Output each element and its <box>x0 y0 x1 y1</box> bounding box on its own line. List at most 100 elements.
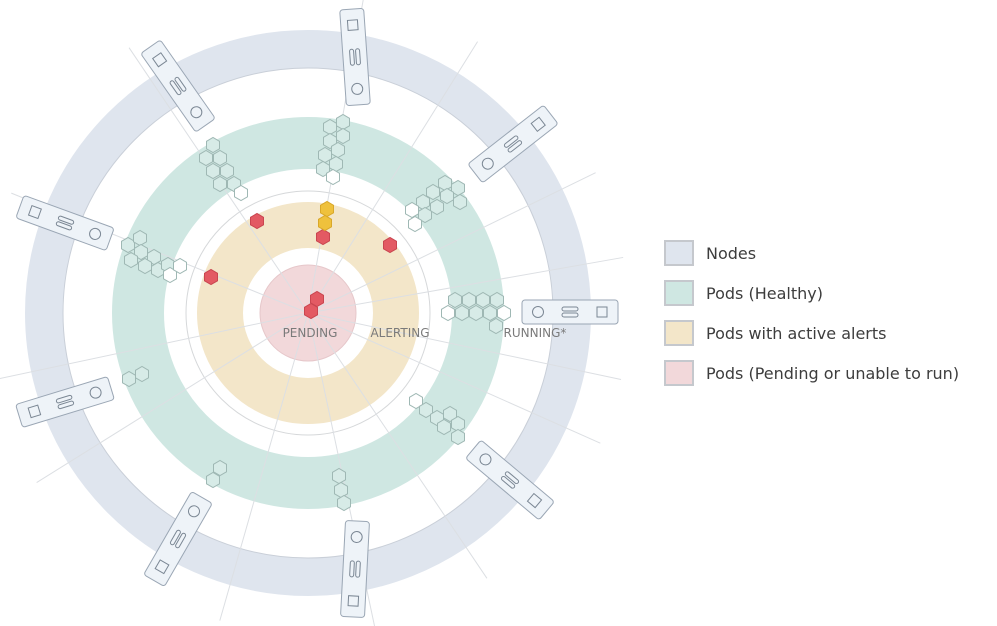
node-bar-icon <box>355 560 361 578</box>
healthy-pod-icon <box>476 291 490 309</box>
node-square-icon <box>27 205 42 220</box>
node-square-icon <box>151 52 168 68</box>
healthy-pod-icon <box>455 304 469 322</box>
node-status-icon <box>89 227 102 240</box>
healthy-pod-icon <box>206 162 220 180</box>
legend-item-nodes[interactable]: Nodes <box>664 237 959 269</box>
healthy-pod-icon <box>206 471 220 489</box>
healthy-pod-icon <box>440 187 454 205</box>
healthy-pod-icon <box>323 118 337 136</box>
node-card-body <box>141 40 215 132</box>
node-card-body <box>521 299 619 325</box>
healthy-pod-icon <box>329 155 343 173</box>
healthy-pod-icon <box>441 304 455 322</box>
healthy-pod-icon <box>138 257 152 275</box>
healthy-pod-icon <box>489 317 503 335</box>
node-card-icon <box>15 376 115 428</box>
ring-label-alerting: ALERTING <box>370 326 429 340</box>
healthy-pod-icon <box>133 229 147 247</box>
healthy-pod-icon <box>405 201 419 219</box>
node-square-icon <box>346 19 359 31</box>
healthy-pod-icon <box>497 304 511 322</box>
node-bar-icon <box>504 471 520 485</box>
node-status-icon <box>350 531 363 544</box>
legend-item-pods-healthy[interactable]: Pods (Healthy) <box>664 277 959 309</box>
legend-swatch-pods-healthy <box>664 280 694 306</box>
node-card-body <box>468 105 558 183</box>
healthy-pod-icon <box>220 162 234 180</box>
legend-item-pods-alerts[interactable]: Pods with active alerts <box>664 317 959 349</box>
alert-pod-icon <box>383 236 397 254</box>
spoke-line <box>307 312 601 444</box>
spoke-line <box>219 312 309 621</box>
healthy-pod-icon <box>437 418 451 436</box>
healthy-pod-icon <box>213 175 227 193</box>
node-status-icon <box>351 82 364 95</box>
legend-label-pods-pending: Pods (Pending or unable to run) <box>706 363 960 383</box>
warning-pod-icon <box>318 214 332 232</box>
node-square-icon <box>154 559 170 575</box>
healthy-pod-icon <box>337 494 351 512</box>
spoke-line <box>307 41 478 314</box>
node-card-icon <box>521 299 619 325</box>
legend-label-nodes: Nodes <box>706 243 757 263</box>
legend: Nodes Pods (Healthy) Pods with active al… <box>664 237 959 397</box>
alerting-ring <box>197 202 419 424</box>
healthy-pod-icon <box>206 136 220 154</box>
healthy-pod-icon <box>334 481 348 499</box>
healthy-pod-icon <box>316 160 330 178</box>
node-bar-icon <box>55 394 73 404</box>
healthy-pod-icon <box>490 291 504 309</box>
healthy-pod-icon <box>483 304 497 322</box>
node-status-icon <box>89 386 102 399</box>
spoke-line <box>36 312 309 483</box>
healthy-pod-icon <box>430 198 444 216</box>
healthy-pod-icon <box>122 370 136 388</box>
node-square-icon <box>530 116 546 133</box>
healthy-pod-icon <box>443 405 457 423</box>
node-card-icon <box>340 520 370 618</box>
cluster-rings-diagram: PENDING ALERTING RUNNING* <box>0 0 624 626</box>
healthy-pod-icon <box>135 365 149 383</box>
node-bar-icon <box>349 560 355 578</box>
node-bar-icon <box>561 312 579 318</box>
alert-pod-icon <box>250 212 264 230</box>
healthy-pod-icon <box>462 291 476 309</box>
healthy-pod-icon <box>336 127 350 145</box>
node-bar-icon <box>507 140 523 153</box>
node-bar-icon <box>55 221 73 231</box>
node-card-icon <box>339 7 371 107</box>
node-status-icon <box>481 157 494 170</box>
ring-label-pending: PENDING <box>283 326 338 340</box>
healthy-pod-icon <box>409 392 423 410</box>
node-card-icon <box>16 195 114 251</box>
node-card-icon <box>144 492 212 586</box>
alert-pod-icon <box>316 228 330 246</box>
node-card-body <box>339 7 371 107</box>
legend-swatch-pods-pending <box>664 360 694 386</box>
node-square-icon <box>347 595 360 607</box>
healthy-pod-icon <box>336 113 350 131</box>
legend-item-pods-pending[interactable]: Pods (Pending or unable to run) <box>664 357 959 389</box>
healthy-pod-icon <box>332 467 346 485</box>
node-bar-icon <box>174 76 187 92</box>
ring-label-running: RUNNING* <box>504 326 567 340</box>
node-card-body <box>466 440 554 520</box>
node-bar-icon <box>169 80 182 96</box>
healthy-pod-icon <box>121 236 135 254</box>
node-card-body <box>144 492 212 586</box>
warning-pod-icon <box>320 200 334 218</box>
node-status-icon <box>188 505 200 518</box>
healthy-pod-icon <box>173 257 187 275</box>
spoke-line <box>307 312 622 381</box>
node-card-icon <box>141 40 215 132</box>
node-status-icon <box>190 106 203 119</box>
healthy-pod-icon <box>453 193 467 211</box>
node-status-icon <box>532 306 544 318</box>
healthy-pod-icon <box>331 141 345 159</box>
healthy-pod-icon <box>451 428 465 446</box>
healthy-pod-icon <box>213 459 227 477</box>
node-card-icon <box>466 440 554 520</box>
node-bar-icon <box>57 400 75 410</box>
